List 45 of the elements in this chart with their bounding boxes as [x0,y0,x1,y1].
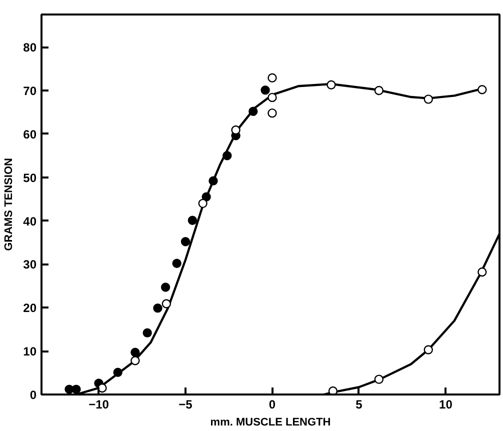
point [142,328,152,338]
point [424,345,433,354]
point [72,384,81,394]
point [260,85,270,95]
x-axis-title: mm. MUSCLE LENGTH [210,416,331,428]
y-tick-label: 40 [23,214,37,228]
y-tick-label: 0 [30,388,37,402]
x-tick-label: −5 [178,398,193,412]
point [326,80,336,90]
point [478,267,487,277]
x-tick-label: 10 [439,398,453,412]
point [198,198,208,208]
point [113,368,122,377]
y-axis-title: GRAMS TENSION [3,158,16,251]
y-tick-label: 70 [23,84,37,98]
point [98,383,107,393]
point [268,73,277,82]
point [478,85,487,94]
point [188,216,198,225]
point [231,125,240,135]
point [130,356,140,366]
point [328,386,338,394]
point [424,94,433,104]
point [208,176,218,186]
point [160,282,170,292]
point [153,303,162,313]
y-tick-label: 60 [23,127,37,142]
x-tick-label: −10 [88,398,110,412]
y-tick-label: 50 [23,170,37,185]
point [172,258,182,268]
point [162,299,172,308]
y-tick-label: 80 [23,40,37,55]
y-tick-label: 30 [23,258,37,272]
x-tick-label: 5 [356,398,363,412]
point [130,348,140,357]
point [222,151,232,160]
point [248,106,258,116]
x-tick-label: 0 [268,398,276,412]
point [180,237,190,246]
point [374,86,384,96]
y-tick-label: 20 [23,301,37,316]
point [268,108,277,118]
y-tick-label: 10 [23,344,37,359]
point [268,92,277,102]
point [374,374,384,384]
